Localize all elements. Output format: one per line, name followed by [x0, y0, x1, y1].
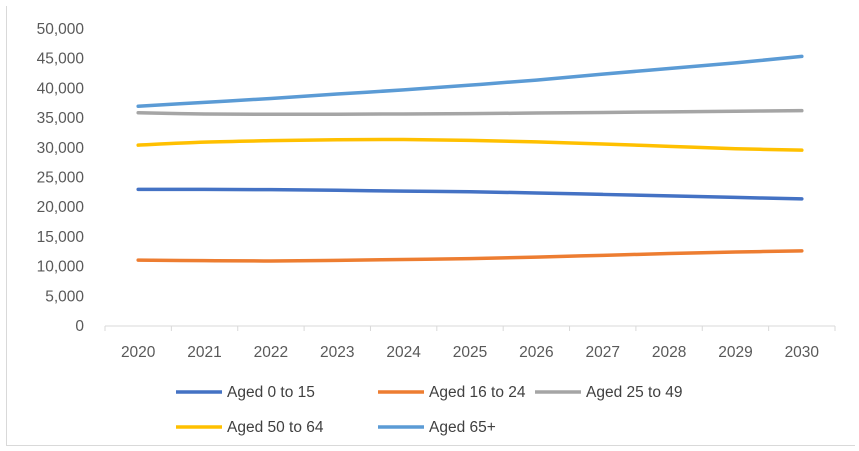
y-axis: 0 5,000 10,000 15,000 20,000 25,000 30,000 35,0… [37, 21, 85, 335]
series-line-0 [136, 187, 804, 201]
chart-frame [6, 6, 855, 446]
y-tick-label: 25,000 [37, 170, 85, 187]
y-tick-label: 0 [75, 318, 84, 335]
x-tick-label: 2030 [785, 344, 820, 361]
series-line-2 [136, 108, 804, 117]
legend-label: Aged 16 to 24 [429, 384, 526, 401]
x-tick-label: 2028 [652, 344, 686, 361]
series-line-4 [136, 54, 804, 108]
x-axis: 2020 2021 2022 2023 2024 2025 2026 2027 2028 2029… [104, 326, 836, 361]
x-tick-label: 2024 [386, 344, 421, 361]
y-tick-label: 45,000 [37, 51, 85, 68]
series-line-3 [136, 137, 804, 152]
series-lines [136, 54, 804, 263]
y-tick-label: 10,000 [37, 259, 85, 276]
x-tick-label: 2025 [453, 344, 487, 361]
y-tick-label: 40,000 [37, 80, 85, 97]
x-tick-label: 2023 [320, 344, 354, 361]
legend-label: Aged 50 to 64 [227, 419, 324, 436]
x-tick-label: 2022 [254, 344, 288, 361]
series-line-1 [136, 249, 804, 263]
y-tick-label: 20,000 [37, 199, 85, 216]
y-tick-label: 50,000 [37, 21, 85, 38]
x-tick-label: 2027 [585, 344, 619, 361]
y-tick-label: 30,000 [37, 140, 85, 157]
legend-label: Aged 0 to 15 [227, 384, 315, 401]
legend-label: Aged 25 to 49 [586, 384, 683, 401]
legend: Aged 0 to 15 Aged 16 to 24 Aged 25 to 49 Ag… [176, 384, 683, 436]
legend-label: Aged 65+ [429, 419, 496, 436]
x-tick-label: 2020 [121, 344, 156, 361]
x-tick-label: 2029 [718, 344, 752, 361]
x-tick-label: 2026 [519, 344, 553, 361]
x-tick-label: 2021 [187, 344, 221, 361]
y-tick-label: 15,000 [37, 229, 85, 246]
y-tick-label: 5,000 [45, 288, 84, 305]
y-tick-label: 35,000 [37, 110, 85, 127]
